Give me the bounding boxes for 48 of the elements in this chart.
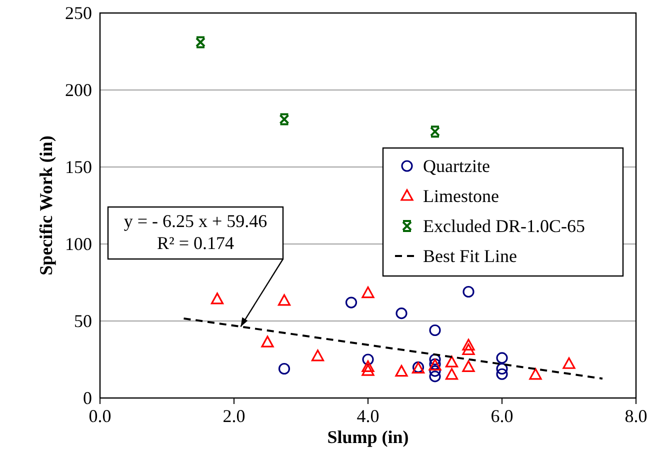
x-tick-label: 8.0 <box>624 406 648 426</box>
x-tick-label: 2.0 <box>222 406 246 426</box>
point <box>362 364 374 376</box>
y-tick-label: 100 <box>65 234 92 254</box>
y-axis-title: Specific Work (in) <box>36 136 56 276</box>
annotation: y = - 6.25 x + 59.46 R² = 0.174 <box>124 211 268 253</box>
point <box>278 294 291 306</box>
point <box>496 362 508 375</box>
legend-label: Limestone <box>423 186 499 206</box>
point <box>196 36 206 48</box>
point <box>311 350 324 362</box>
point <box>362 354 374 366</box>
point <box>395 365 408 377</box>
legend-label: Best Fit Line <box>423 246 518 266</box>
point <box>429 324 441 336</box>
point <box>429 365 441 377</box>
point <box>445 368 458 380</box>
point <box>462 338 475 350</box>
x-axis-title: Slump (in) <box>327 427 409 447</box>
point <box>429 354 441 366</box>
point <box>445 356 458 368</box>
point <box>462 360 475 372</box>
point <box>430 126 440 138</box>
point <box>210 292 224 304</box>
point <box>362 286 374 298</box>
y-tick-label: 200 <box>65 80 92 100</box>
point <box>529 368 542 380</box>
y-tick-label: 50 <box>74 311 92 331</box>
x-tick-label: 4.0 <box>356 406 380 426</box>
y-tick-label: 0 <box>83 388 92 408</box>
x-tick-label: 0.0 <box>88 406 112 426</box>
point <box>496 368 508 380</box>
point <box>279 113 290 126</box>
y-tick-label: 150 <box>65 157 92 177</box>
point <box>429 370 441 382</box>
legend-label: Excluded DR-1.0C-65 <box>423 216 585 236</box>
point <box>261 336 274 348</box>
x-tick-label: 6.0 <box>490 406 514 426</box>
point <box>496 352 508 364</box>
point <box>345 296 358 308</box>
point <box>396 308 408 320</box>
point <box>362 360 374 372</box>
point <box>278 362 290 375</box>
legend-label: Quartzite <box>423 156 490 176</box>
point <box>462 286 474 298</box>
point <box>562 357 576 369</box>
point <box>462 343 475 356</box>
y-tick-label: 250 <box>65 3 92 23</box>
